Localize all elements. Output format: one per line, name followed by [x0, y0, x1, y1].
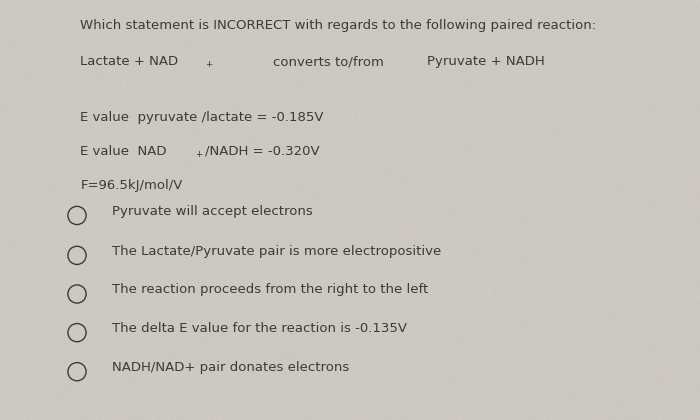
Text: /NADH = -0.320V: /NADH = -0.320V [205, 145, 320, 158]
Text: Lactate + NAD: Lactate + NAD [80, 55, 178, 68]
Text: The reaction proceeds from the right to the left: The reaction proceeds from the right to … [112, 284, 428, 297]
Text: F=96.5kJ/mol/V: F=96.5kJ/mol/V [80, 178, 183, 192]
Text: The delta E value for the reaction is -0.135V: The delta E value for the reaction is -0… [112, 322, 407, 335]
Text: converts to/from: converts to/from [273, 55, 384, 68]
Text: +: + [205, 60, 212, 69]
Text: The Lactate/Pyruvate pair is more electropositive: The Lactate/Pyruvate pair is more electr… [112, 245, 441, 258]
Text: E value  pyruvate /lactate = -0.185V: E value pyruvate /lactate = -0.185V [80, 111, 324, 124]
Text: +: + [195, 150, 202, 159]
Text: Which statement is INCORRECT with regards to the following paired reaction:: Which statement is INCORRECT with regard… [80, 19, 596, 32]
Text: Pyruvate + NADH: Pyruvate + NADH [427, 55, 545, 68]
Text: Pyruvate will accept electrons: Pyruvate will accept electrons [112, 205, 313, 218]
Text: E value  NAD: E value NAD [80, 145, 167, 158]
Text: NADH/NAD+ pair donates electrons: NADH/NAD+ pair donates electrons [112, 361, 349, 374]
